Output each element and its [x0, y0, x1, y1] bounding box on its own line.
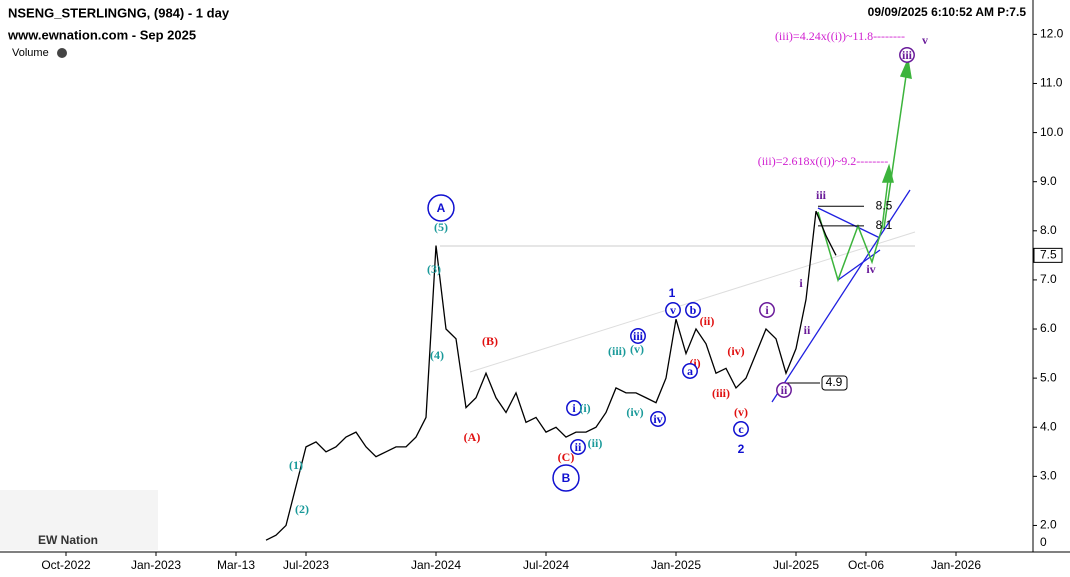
wave-label: v: [922, 33, 928, 47]
x-tick-label: Jan-2026: [931, 558, 981, 572]
wave-label: a: [687, 364, 693, 378]
y-tick-label: 6.0: [1040, 321, 1057, 335]
wave-label: (iii)=2.618x((i))~9.2--------: [758, 154, 889, 168]
volume-tick-label: 0: [1040, 535, 1047, 549]
x-tick-label: Jul-2025: [773, 558, 819, 572]
timestamp: 09/09/2025 6:10:52 AM P:7.5: [868, 5, 1027, 19]
wave-label: iv: [866, 262, 875, 276]
wave-label: i: [799, 276, 803, 290]
x-tick-label: Oct-06: [848, 558, 884, 572]
wave-label: 1: [669, 286, 676, 300]
price-line: [265, 210, 837, 541]
wave-label: iii: [816, 188, 827, 202]
y-tick-label: 9.0: [1040, 174, 1057, 188]
wave-circle: [776, 382, 792, 398]
wave-label: b: [690, 303, 697, 317]
wave-label: (v): [734, 405, 748, 419]
x-tick-label: Jul-2024: [523, 558, 569, 572]
y-tick-label: 8.0: [1040, 223, 1057, 237]
wave-circle: [427, 194, 455, 222]
x-tick-label: Mar-13: [217, 558, 255, 572]
y-tick-label: 3.0: [1040, 469, 1057, 483]
y-tick-label: 12.0: [1040, 27, 1064, 41]
wave-label: ii: [781, 383, 788, 397]
wave-label: (iii): [712, 386, 730, 400]
wave-label: i: [572, 401, 576, 415]
wave-circle: [552, 464, 580, 492]
last-price-box: [1033, 247, 1063, 263]
wave-label: iii: [633, 329, 644, 343]
x-tick-label: Jan-2024: [411, 558, 461, 572]
logo: EW Nation: [38, 533, 98, 547]
wave-label: (C): [558, 450, 575, 464]
wave-label: 2: [738, 442, 745, 456]
y-tick-label: 10.0: [1040, 125, 1064, 139]
volume-label: Volume: [12, 47, 49, 59]
wave-label: c: [738, 422, 744, 436]
wave-circle: [650, 411, 666, 427]
wave-label: A: [437, 201, 446, 215]
x-tick-label: Jan-2023: [131, 558, 181, 572]
y-tick-label: 5.0: [1040, 370, 1057, 384]
wave-circle: [570, 439, 586, 455]
wave-label: ii: [804, 323, 811, 337]
wave-label: i: [765, 303, 769, 317]
wave-circle: [665, 302, 681, 318]
wave-circle: [630, 328, 646, 344]
wave-label: (5): [434, 220, 448, 234]
wave-label: (ii): [700, 314, 715, 328]
wave-label: (i): [689, 356, 700, 370]
settings-icon[interactable]: [57, 48, 67, 58]
chart-subtitle: www.ewnation.com - Sep 2025: [7, 27, 196, 42]
wave-circle: [566, 400, 582, 416]
wave-label: (v): [630, 342, 644, 356]
last-price-label: 7.5: [1040, 248, 1057, 262]
y-tick-label: 11.0: [1040, 76, 1063, 90]
level-box: [821, 375, 848, 391]
wave-label: (iii)=4.24x((i))~11.8--------: [775, 29, 905, 43]
wave-circle: [733, 421, 749, 437]
wave-label: (iii): [608, 344, 626, 358]
wave-label: ii: [575, 440, 582, 454]
wave-circle: [899, 47, 915, 63]
trend-lines: [771, 189, 911, 403]
wave-circle: [759, 302, 775, 318]
chart-title: NSENG_STERLINGNG, (984) - 1 day: [8, 5, 230, 20]
level-label: 8.5: [876, 198, 893, 212]
wave-label: iii: [902, 48, 913, 62]
y-tick-label: 4.0: [1040, 419, 1057, 433]
wave-circle: [682, 363, 698, 379]
level-label: 8.1: [876, 218, 893, 232]
reference-line: [469, 231, 916, 373]
wave-label: (3): [427, 262, 441, 276]
wave-label: (iv): [727, 344, 744, 358]
y-tick-label: 2.0: [1040, 518, 1057, 532]
wave-label: (B): [482, 334, 498, 348]
projection: [817, 57, 912, 283]
x-tick-label: Oct-2022: [41, 558, 91, 572]
wave-label: (4): [430, 348, 444, 362]
wave-label: iv: [653, 412, 662, 426]
wave-label: (iv): [626, 405, 643, 419]
logo-area: [0, 490, 158, 550]
wave-circle: [685, 302, 701, 318]
y-tick-label: 7.0: [1040, 272, 1057, 286]
wave-label: v: [670, 303, 676, 317]
x-tick-label: Jan-2025: [651, 558, 701, 572]
wave-label: (i): [579, 401, 590, 415]
x-tick-label: Jul-2023: [283, 558, 329, 572]
wave-label: (1): [289, 458, 303, 472]
wave-label: (2): [295, 502, 309, 516]
wave-label: (A): [464, 430, 481, 444]
wave-label: B: [562, 471, 571, 485]
wave-label: (ii): [588, 436, 603, 450]
level-label: 4.9: [826, 375, 843, 389]
